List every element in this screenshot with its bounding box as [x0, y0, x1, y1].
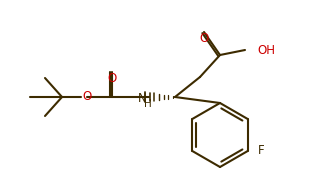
- Text: O: O: [82, 90, 92, 103]
- Text: O: O: [199, 32, 209, 46]
- Text: F: F: [258, 145, 264, 157]
- Text: O: O: [107, 73, 117, 85]
- Text: H: H: [144, 99, 152, 109]
- Text: N: N: [137, 92, 147, 104]
- Text: OH: OH: [257, 44, 275, 56]
